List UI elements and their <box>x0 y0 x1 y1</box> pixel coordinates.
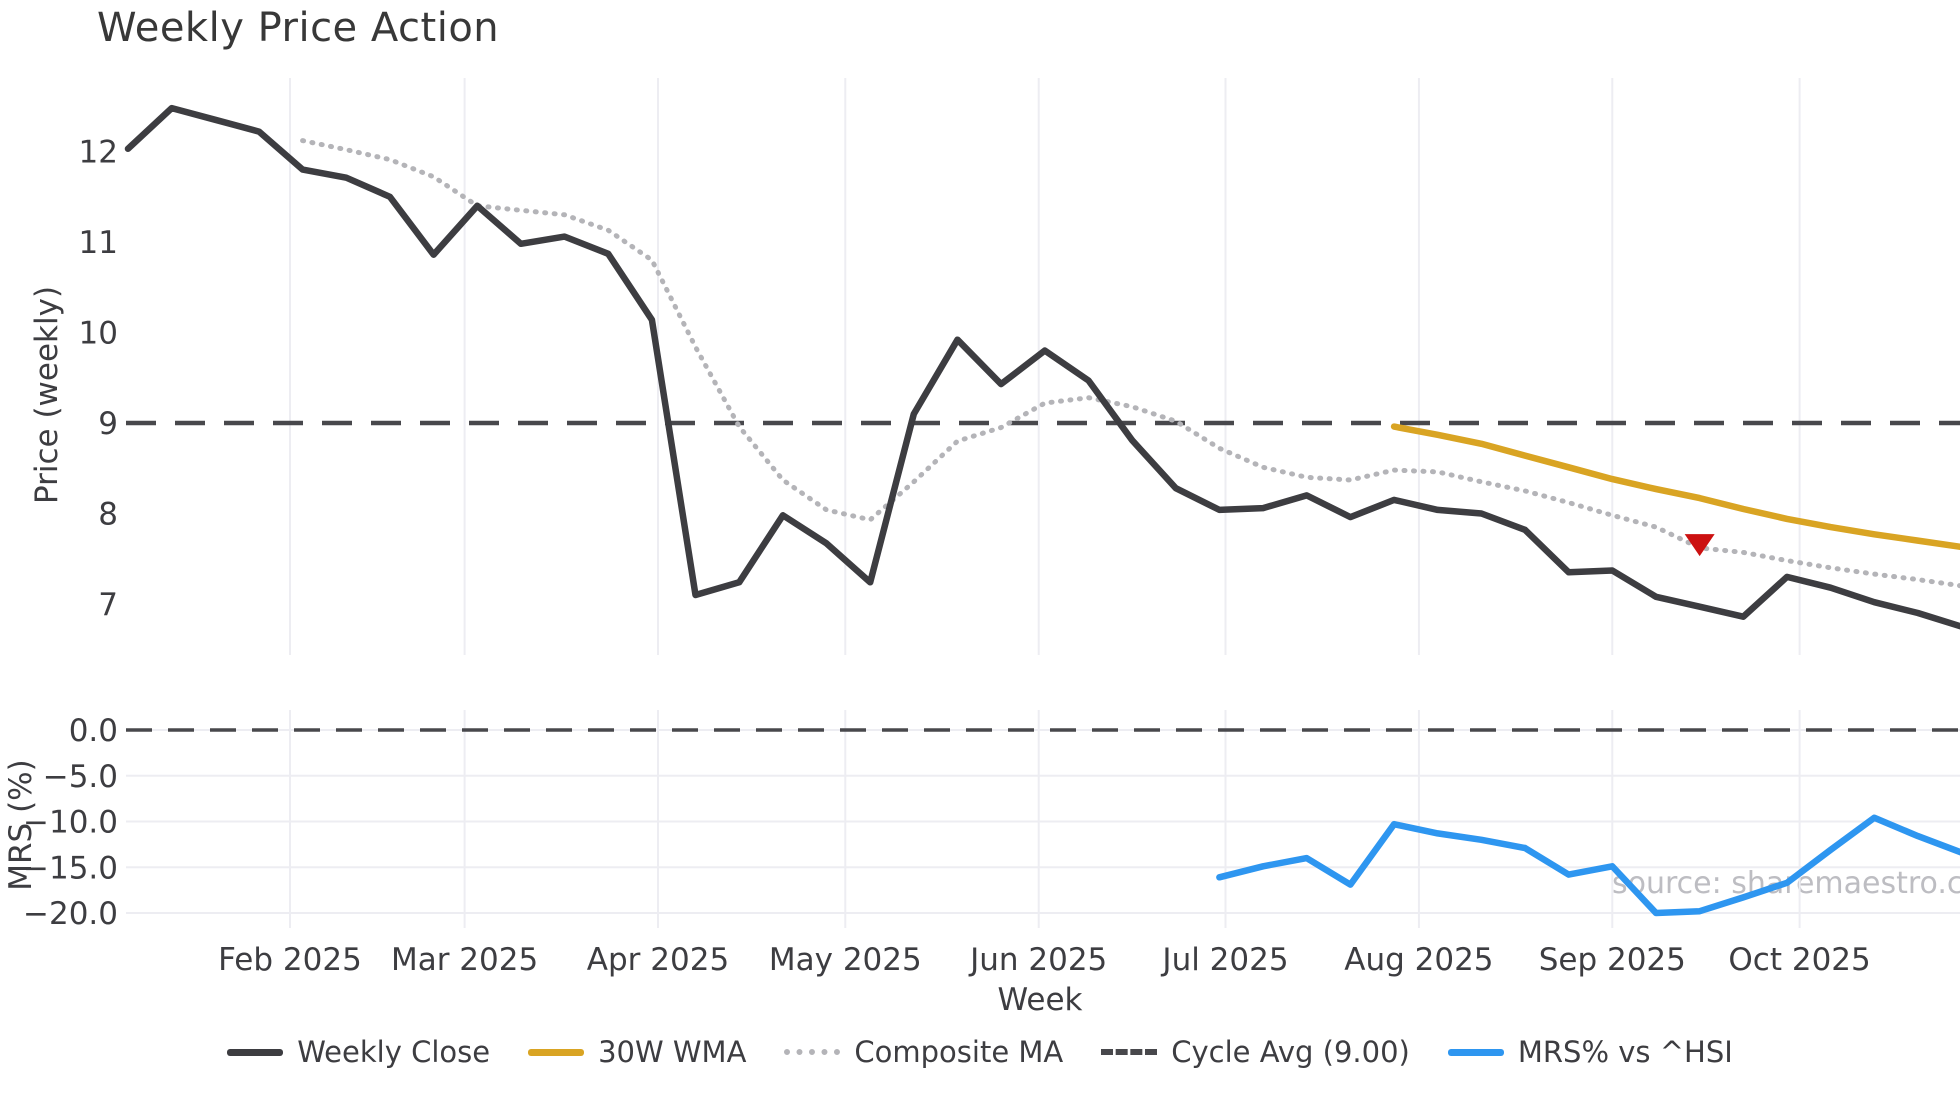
price-ytick-label: 10 <box>79 316 118 352</box>
legend-swatch-dotted-icon <box>784 1049 841 1055</box>
month-tick-label: Feb 2025 <box>218 942 362 978</box>
mrs-ytick-label: −20.0 <box>23 896 118 932</box>
legend-label: Composite MA <box>854 1035 1064 1069</box>
mrs-gridlines <box>126 729 1960 914</box>
price-ytick-label: 7 <box>98 587 118 623</box>
price-ytick-label: 11 <box>79 225 118 261</box>
sell-signal-triangle-icon <box>1684 534 1715 557</box>
mrs-ytick-label: −10.0 <box>23 805 118 841</box>
page-title: Weekly Price Action <box>97 5 500 51</box>
legend-swatch-solid-icon <box>227 1048 284 1056</box>
legend-label: Cycle Avg (9.00) <box>1171 1035 1410 1069</box>
mrs-ytick-labels: 0.0 −5.0 −10.0 −15.0 −20.0 <box>23 713 118 932</box>
month-tick-label: Aug 2025 <box>1344 942 1493 978</box>
legend-swatch-solid-icon <box>528 1048 585 1056</box>
legend-item-weekly-close: Weekly Close <box>227 1035 490 1069</box>
legend-item-cycle-avg-9-00: Cycle Avg (9.00) <box>1101 1035 1410 1069</box>
legend-label: Weekly Close <box>297 1035 491 1069</box>
month-tick-labels: Feb 2025 Mar 2025 Apr 2025 May 2025 Jun 2025… <box>218 942 1871 978</box>
legend-item-composite-ma: Composite MA <box>784 1035 1063 1069</box>
price-ytick-label: 8 <box>98 497 118 533</box>
wma-30w-line <box>1390 423 1960 551</box>
x-axis-label: Week <box>997 982 1083 1018</box>
month-tick-label: Sep 2025 <box>1539 942 1686 978</box>
composite-ma-line <box>300 138 1960 589</box>
mrs-ytick-label: −5.0 <box>43 759 118 795</box>
legend-item-30w-wma: 30W WMA <box>528 1035 746 1069</box>
mrs-ytick-label: 0.0 <box>69 713 118 749</box>
price-ytick-label: 12 <box>79 135 118 171</box>
month-tick-label: Mar 2025 <box>391 942 538 978</box>
legend-swatch-solid-icon <box>1447 1048 1504 1056</box>
mrs-line <box>1216 814 1960 917</box>
mrs-ytick-label: −15.0 <box>23 850 118 886</box>
price-ytick-label: 9 <box>98 406 118 442</box>
legend-item-mrs-vs-hsi: MRS% vs ^HSI <box>1447 1035 1733 1069</box>
legend-label: MRS% vs ^HSI <box>1517 1035 1733 1069</box>
month-tick-label: Jul 2025 <box>1160 942 1288 978</box>
month-tick-label: Apr 2025 <box>587 942 729 978</box>
legend-label: 30W WMA <box>598 1035 747 1069</box>
month-tick-label: Oct 2025 <box>1728 942 1870 978</box>
month-tick-label: May 2025 <box>769 942 922 978</box>
legend-swatch-dashed-icon <box>1101 1049 1158 1055</box>
month-tick-label: Jun 2025 <box>968 942 1107 978</box>
price-ytick-labels: 12 11 10 9 8 7 <box>79 135 118 624</box>
legend: Weekly Close 30W WMA Composite MA Cycle Avg… <box>0 1033 1960 1071</box>
weekly-close-line <box>124 104 1960 630</box>
